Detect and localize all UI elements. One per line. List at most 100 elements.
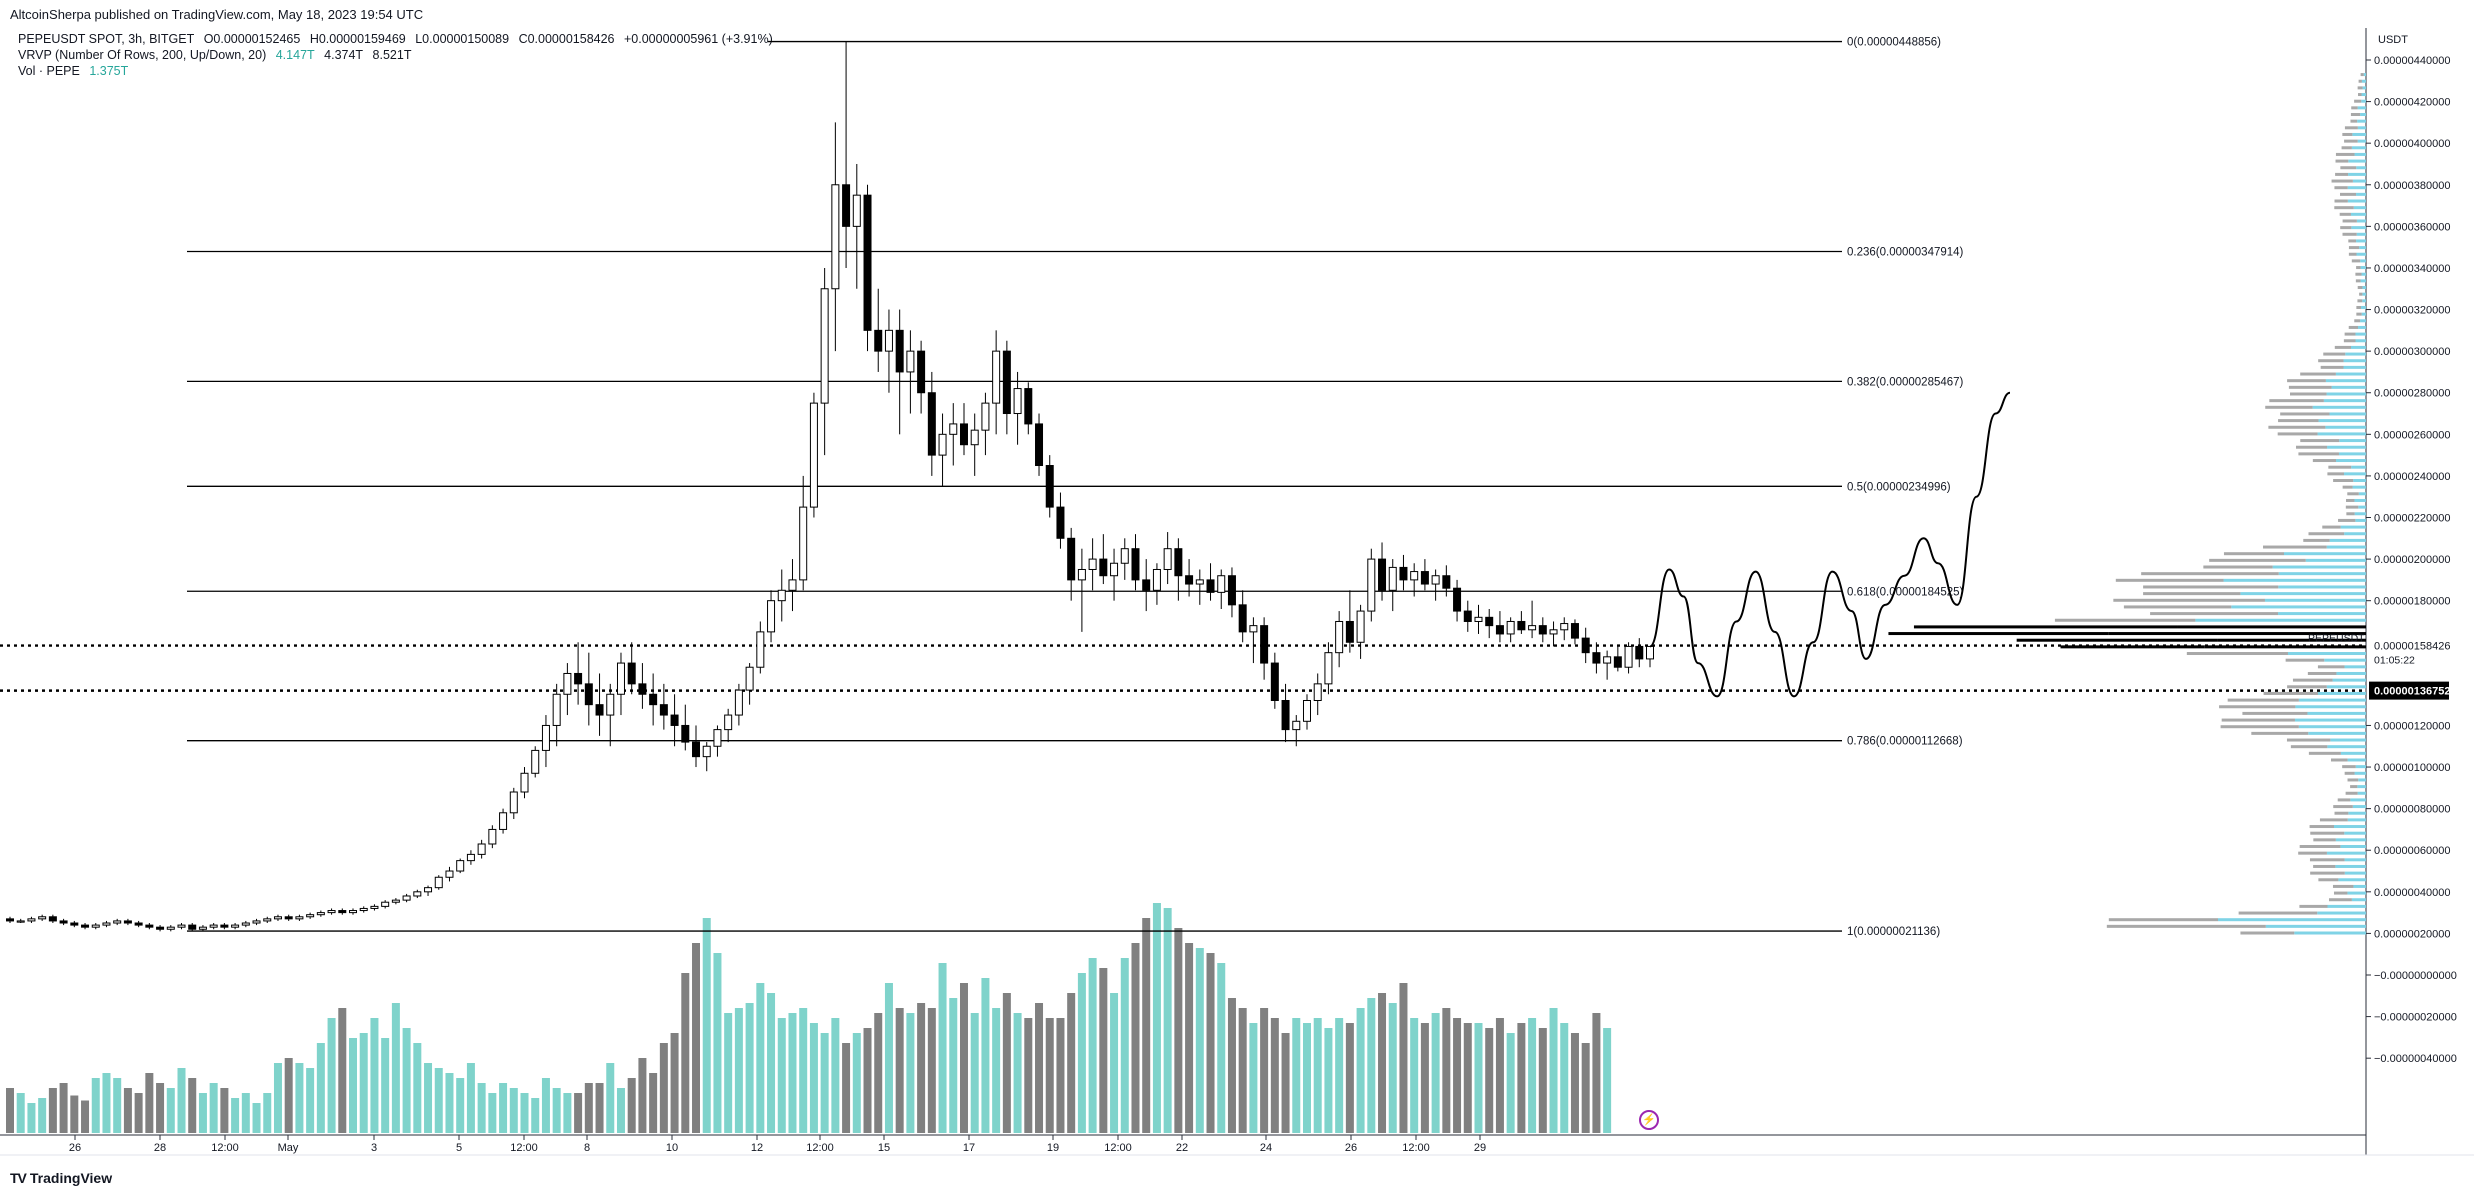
vp-row-up — [2217, 638, 2366, 642]
x-tick-label: 17 — [963, 1142, 975, 1154]
candle-body — [541, 724, 550, 751]
volume-bar — [273, 1063, 282, 1133]
vp-row-up — [2358, 778, 2366, 782]
volume-bar — [1549, 1008, 1558, 1133]
vp-row-down — [2356, 305, 2362, 309]
volume-bar — [1388, 1003, 1397, 1133]
candle-body — [1592, 652, 1601, 664]
candle-body — [1335, 620, 1344, 654]
vp-row-up — [2231, 605, 2366, 609]
candle-body — [1024, 388, 1033, 425]
candle-body — [1485, 616, 1494, 627]
volume-bar — [1560, 1023, 1569, 1133]
vp-row-down — [2356, 312, 2362, 316]
vp-row-up — [2294, 718, 2366, 722]
volume-bar — [1345, 1023, 1354, 1133]
vp-row-down — [2340, 192, 2357, 196]
volume-bar — [166, 1088, 175, 1133]
vp-row-down — [2310, 831, 2345, 835]
vp-row-down — [2335, 159, 2349, 163]
vp-row-up — [2360, 113, 2366, 116]
candle-body — [981, 402, 990, 431]
volume-bar — [306, 1068, 315, 1133]
vp-row-down — [2333, 891, 2348, 895]
vp-row-up — [2362, 292, 2366, 296]
volume-bar — [906, 1013, 915, 1133]
y-tick-label: −0.00000000000 — [2374, 970, 2457, 982]
vp-row-up — [2317, 911, 2366, 915]
volume-value: 1.375T — [89, 64, 129, 78]
volume-bar — [1142, 918, 1151, 1133]
vp-row-up — [2278, 572, 2366, 576]
volume-bar — [1174, 928, 1183, 1133]
volume-bar — [48, 1088, 57, 1133]
volume-bar — [734, 1008, 743, 1133]
vrvp-down-value: 4.374T — [324, 48, 364, 62]
volume-bar — [1056, 1018, 1065, 1133]
volume-bar — [1603, 1028, 1612, 1133]
volume-bar — [1335, 1018, 1344, 1133]
candle-body — [1227, 575, 1236, 606]
vp-row-down — [2328, 465, 2352, 469]
vp-row-up — [2363, 73, 2366, 77]
vp-row-up — [2340, 845, 2366, 848]
volume-bar — [799, 1008, 808, 1133]
vp-row-up — [2312, 405, 2366, 409]
vp-row-up — [2332, 678, 2366, 682]
volume-bar — [724, 1013, 733, 1133]
vp-row-down — [1888, 632, 2109, 636]
volume-bar — [831, 1018, 840, 1133]
vp-row-down — [2269, 399, 2324, 403]
vp-row-up — [2353, 884, 2366, 888]
volume-legend[interactable]: Vol · PEPE 1.375T — [18, 64, 134, 78]
vp-row-up — [2329, 412, 2366, 416]
vp-row-up — [2360, 259, 2366, 263]
y-tick-label: 0.00000020000 — [2374, 928, 2450, 940]
volume-bar — [38, 1098, 47, 1133]
candle-body — [263, 918, 272, 922]
symbol-name[interactable]: PEPEUSDT SPOT, 3h, BITGET — [18, 32, 195, 46]
candle-body — [338, 910, 347, 914]
vp-row-up — [2344, 831, 2366, 835]
vp-row-down — [2263, 691, 2318, 695]
volume-bar — [1131, 943, 1140, 1133]
vp-row-up — [2350, 798, 2366, 802]
volume-bar — [1592, 1013, 1601, 1133]
y-tick-label: 0.00000120000 — [2374, 720, 2450, 732]
candle-body — [1442, 575, 1451, 589]
candle-body — [145, 924, 154, 928]
volume-bar — [949, 998, 958, 1133]
vp-row-up — [2361, 305, 2366, 309]
candle-body — [1635, 645, 1644, 660]
volume-bar — [574, 1093, 583, 1133]
candle-body — [681, 724, 690, 743]
volume-bar — [852, 1033, 861, 1133]
vp-row-up — [2357, 126, 2366, 130]
candle-body — [445, 870, 454, 878]
candle-body — [531, 749, 540, 774]
lightning-icon[interactable]: ⚡ — [1639, 1110, 1659, 1130]
candle-body — [874, 329, 883, 352]
projection-line — [1649, 391, 2011, 698]
vp-row-down — [2286, 738, 2331, 742]
vrvp-legend[interactable]: VRVP (Number Of Rows, 200, Up/Down, 20) … — [18, 48, 417, 62]
volume-bar — [563, 1093, 572, 1133]
y-tick-label: 0.00000360000 — [2374, 221, 2450, 233]
vp-row-down — [2318, 359, 2344, 363]
volume-bar — [263, 1093, 272, 1133]
volume-bar — [1517, 1023, 1526, 1133]
candle-body — [745, 666, 754, 691]
volume-bar — [1088, 958, 1097, 1133]
vp-row-down — [2016, 638, 2218, 642]
candle-body — [1603, 656, 1612, 664]
candle-body — [938, 433, 947, 456]
volume-bar — [327, 1018, 336, 1133]
y-tick-label: 0.00000060000 — [2374, 845, 2450, 857]
volume-bar — [1024, 1018, 1033, 1133]
volume-bar — [209, 1083, 218, 1133]
volume-bar — [381, 1038, 390, 1133]
tradingview-logo: TV TradingView — [10, 1170, 112, 1186]
vp-row-up — [2352, 485, 2366, 489]
vp-row-up — [2265, 924, 2366, 928]
